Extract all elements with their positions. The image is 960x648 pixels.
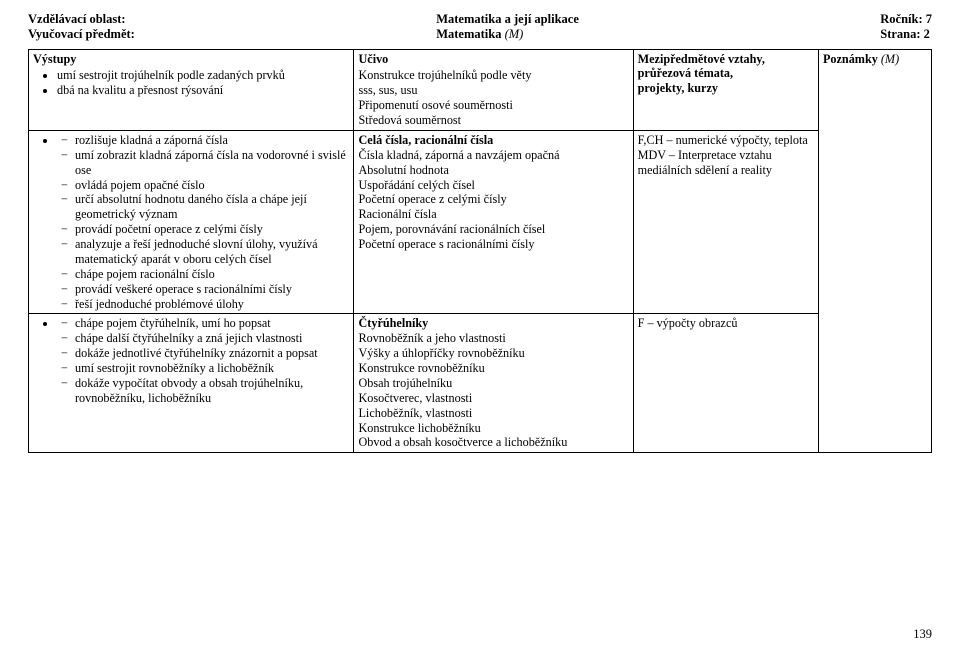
th-pozn-suffix: (M) [881, 52, 899, 66]
txt: umí sestrojit trojúhelník podle zadaných… [57, 68, 285, 82]
list-item: provádí veškeré operace s racionálními č… [75, 282, 349, 297]
list-item: rozlišuje kladná a záporná čísla [75, 133, 349, 148]
list-item: umí zobrazit kladná záporná čísla na vod… [75, 148, 349, 178]
txt: Absolutní hodnota [358, 163, 628, 178]
page: Vzdělávací oblast: Vyučovací předmět: Ma… [0, 0, 960, 648]
curriculum-table: Výstupy umí sestrojit trojúhelník podle … [28, 49, 932, 454]
txt: Rovnoběžník a jeho vlastnosti [358, 331, 628, 346]
txt-bold: Celá čísla, racionální čísla [358, 133, 628, 148]
cell-mezip: F,CH – numerické výpočty, teplota MDV – … [633, 130, 818, 314]
txt: dokáže jednotlivé čtyřúhelníky znázornit… [75, 346, 318, 360]
list-item: umí sestrojit rovnoběžníky a lichoběžník [75, 361, 349, 376]
txt: Obsah trojúhelníku [358, 376, 628, 391]
hdr-right-l2: Strana: [880, 27, 920, 41]
txt-bold: Čtyřúhelníky [358, 316, 628, 331]
txt: Konstrukce rovnoběžníku [358, 361, 628, 376]
header: Vzdělávací oblast: Vyučovací předmět: Ma… [28, 12, 932, 43]
th-mezip: Mezipředmětové vztahy, průřezová témata,… [633, 49, 818, 124]
txt: Obvod a obsah kosočtverce a lichoběžníku [358, 435, 628, 450]
txt: Uspořádání celých čísel [358, 178, 628, 193]
txt: Početní operace z celými čísly [358, 192, 628, 207]
txt: chápe další čtyřúhelníky a zná jejich vl… [75, 331, 302, 345]
cell-mezip-empty [633, 124, 818, 131]
txt: dokáže vypočítat obvody a obsah trojúhel… [75, 376, 303, 405]
list-item: určí absolutní hodnotu daného čísla a ch… [75, 192, 349, 222]
header-right: Ročník: 7 Strana: 2 [880, 12, 932, 43]
hdr-right-l1: Ročník: [880, 12, 922, 26]
hdr-left-label2: Vyučovací předmět: [28, 27, 135, 41]
hdr-center-v2: Matematika [436, 27, 501, 41]
cell-ucivo: Celá čísla, racionální čísla Čísla kladn… [354, 130, 633, 314]
txt: Pojem, porovnávání racionálních čísel [358, 222, 628, 237]
txt: řeší jednoduché problémové úlohy [75, 297, 244, 311]
txt: Konstrukce trojúhelníků podle věty [358, 68, 628, 83]
txt: Početní operace s racionálními čísly [358, 237, 628, 252]
list-item: rozlišuje kladná a záporná čísla umí zob… [57, 133, 349, 312]
cell-ucivo: Čtyřúhelníky Rovnoběžník a jeho vlastnos… [354, 314, 633, 453]
txt: MDV – Interpretace vztahu mediálních sdě… [638, 148, 814, 178]
txt: chápe pojem čtyřúhelník, umí ho popsat [75, 316, 271, 330]
th-mezip-l3: projekty, kurzy [638, 81, 718, 95]
txt: chápe pojem racionální číslo [75, 267, 215, 281]
txt: provádí početní operace z celými čísly [75, 222, 263, 236]
txt: Čísla kladná, záporná a navzájem opačná [358, 148, 628, 163]
th-vystupy-label: Výstupy [33, 52, 76, 66]
list-item: řeší jednoduché problémové úlohy [75, 297, 349, 312]
list-item: dokáže vypočítat obvody a obsah trojúhel… [75, 376, 349, 406]
hdr-left-label1: Vzdělávací oblast: [28, 12, 126, 26]
header-left: Vzdělávací oblast: Vyučovací předmět: [28, 12, 135, 43]
txt: určí absolutní hodnotu daného čísla a ch… [75, 192, 307, 221]
hdr-right-v2: 2 [924, 27, 930, 41]
hdr-center-v1: Matematika a její aplikace [436, 12, 579, 26]
txt: Výšky a úhlopříčky rovnoběžníku [358, 346, 628, 361]
txt: umí zobrazit kladná záporná čísla na vod… [75, 148, 346, 177]
list-item: chápe další čtyřúhelníky a zná jejich vl… [75, 331, 349, 346]
cell-mezip: F – výpočty obrazců [633, 314, 818, 453]
list-item: chápe pojem čtyřúhelník, umí ho popsat [75, 316, 349, 331]
txt: provádí veškeré operace s racionálními č… [75, 282, 292, 296]
list-item: chápe pojem racionální číslo [75, 267, 349, 282]
txt: dbá na kvalitu a přesnost rýsování [57, 83, 223, 97]
list-item: dokáže jednotlivé čtyřúhelníky znázornit… [75, 346, 349, 361]
table-row: rozlišuje kladná a záporná čísla umí zob… [29, 130, 932, 314]
th-pozn: Poznámky (M) [818, 49, 931, 453]
hdr-right-v1: 7 [926, 12, 932, 26]
txt: Lichoběžník, vlastnosti [358, 406, 628, 421]
txt: Středová souměrnost [358, 113, 628, 128]
th-mezip-l1: Mezipředmětové vztahy, [638, 52, 765, 66]
table-header-row: Výstupy umí sestrojit trojúhelník podle … [29, 49, 932, 124]
txt: analyzuje a řeší jednoduché slovní úlohy… [75, 237, 318, 266]
txt: umí sestrojit rovnoběžníky a lichoběžník [75, 361, 274, 375]
txt: rozlišuje kladná a záporná čísla [75, 133, 228, 147]
txt: Kosočtverec, vlastnosti [358, 391, 628, 406]
hdr-center-v2-suffix: (M) [505, 27, 524, 41]
th-ucivo-label: Učivo [358, 52, 388, 66]
page-number: 139 [913, 627, 932, 642]
txt: sss, sus, usu [358, 83, 628, 98]
list-item: ovládá pojem opačné číslo [75, 178, 349, 193]
txt: F,CH – numerické výpočty, teplota [638, 133, 814, 148]
txt: Konstrukce lichoběžníku [358, 421, 628, 436]
list-item: umí sestrojit trojúhelník podle zadaných… [57, 68, 349, 83]
list-item: dbá na kvalitu a přesnost rýsování [57, 83, 349, 98]
txt: Připomenutí osové souměrnosti [358, 98, 628, 113]
txt: F – výpočty obrazců [638, 316, 814, 331]
list-item: provádí početní operace z celými čísly [75, 222, 349, 237]
cell-vystupy: chápe pojem čtyřúhelník, umí ho popsat c… [29, 314, 354, 453]
list-item: chápe pojem čtyřúhelník, umí ho popsat c… [57, 316, 349, 405]
th-mezip-l2: průřezová témata, [638, 66, 733, 80]
header-center: Matematika a její aplikace Matematika (M… [436, 12, 579, 43]
txt: ovládá pojem opačné číslo [75, 178, 205, 192]
txt: Racionální čísla [358, 207, 628, 222]
th-ucivo: Učivo Konstrukce trojúhelníků podle věty… [354, 49, 633, 130]
th-pozn-label: Poznámky [823, 52, 878, 66]
th-vystupy: Výstupy umí sestrojit trojúhelník podle … [29, 49, 354, 130]
cell-vystupy: rozlišuje kladná a záporná čísla umí zob… [29, 130, 354, 314]
list-item: analyzuje a řeší jednoduché slovní úlohy… [75, 237, 349, 267]
table-row: chápe pojem čtyřúhelník, umí ho popsat c… [29, 314, 932, 453]
